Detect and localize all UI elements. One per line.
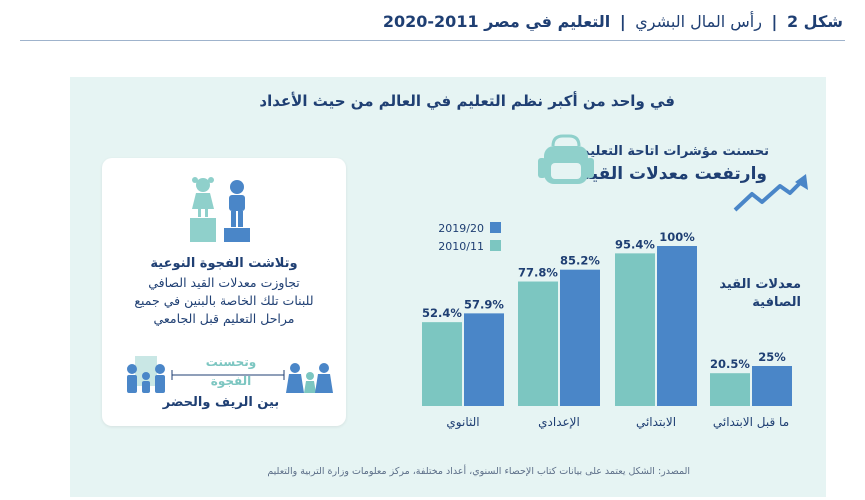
figure-number: شكل 2 bbox=[786, 12, 843, 31]
category-label: الثانوي bbox=[446, 415, 479, 430]
callout-enrollment: وارتفعت معدلات القيد bbox=[581, 164, 767, 184]
title-separator: | bbox=[771, 12, 778, 31]
rural-urban-gap: الفجوة bbox=[210, 374, 252, 388]
bar-value-label: 57.9% bbox=[464, 297, 504, 311]
rural-urban-label: بين الريف والحضر bbox=[162, 395, 280, 410]
bar-value-label: 20.5% bbox=[710, 357, 750, 371]
chart-ylabel-line1: معدلات القيد bbox=[719, 277, 801, 292]
bar-2010-11-0 bbox=[710, 373, 750, 406]
gender-gap-text-line: تجاوزت معدلات القيد الصافي bbox=[148, 275, 300, 290]
gender-gap-heading: وتلاشت الفجوة النوعية bbox=[150, 256, 298, 271]
gender-gap-text-line: للبنات تلك الخاصة بالبنين في جميع bbox=[134, 293, 314, 308]
figure-section: رأس المال البشري bbox=[635, 12, 762, 31]
chart-ylabel-line2: الصافية bbox=[752, 295, 801, 310]
girl-on-podium-icon bbox=[190, 177, 216, 242]
rural-urban-improved: وتحسنت bbox=[205, 355, 257, 369]
source-note: المصدر: الشكل يعتمد على بيانات كتاب الإح… bbox=[267, 466, 690, 477]
bar-2019-20-1 bbox=[657, 246, 697, 406]
urban-family-icon bbox=[127, 356, 165, 393]
callout-access: تحسنت مؤشرات اتاحة التعليم bbox=[580, 144, 769, 159]
panel-heading: في واحد من أكبر نظم التعليم في العالم من… bbox=[259, 92, 675, 110]
bar-2010-11-2 bbox=[518, 281, 558, 406]
rural-family-icon bbox=[286, 363, 333, 393]
bar-2010-11-3 bbox=[422, 322, 462, 406]
bar-value-label: 52.4% bbox=[422, 306, 462, 320]
legend-swatch-2010-11 bbox=[490, 240, 501, 251]
bar-2010-11-1 bbox=[615, 253, 655, 406]
bar-value-label: 95.4% bbox=[615, 237, 655, 251]
bar-value-label: 25% bbox=[758, 350, 786, 364]
trend-arrow-icon bbox=[733, 174, 808, 212]
figure-title: شكل 2 | رأس المال البشري | التعليم في مص… bbox=[383, 12, 843, 31]
category-label: الإعدادي bbox=[538, 415, 580, 429]
bar-value-label: 100% bbox=[659, 230, 695, 244]
bar-2019-20-0 bbox=[752, 366, 792, 406]
gender-gap-text-line: مراحل التعليم قبل الجامعي bbox=[153, 311, 295, 326]
legend-label-2019-20: 2019/20 bbox=[438, 222, 484, 235]
backpack-icon bbox=[538, 134, 594, 184]
category-label: الابتدائي bbox=[636, 415, 676, 429]
legend-swatch-2019-20 bbox=[490, 222, 501, 233]
figure-main-title: التعليم في مصر 2011-2020 bbox=[382, 12, 611, 31]
title-divider bbox=[20, 40, 845, 41]
bar-2019-20-3 bbox=[464, 313, 504, 406]
bar-value-label: 85.2% bbox=[560, 254, 600, 268]
category-label: ما قبل الابتدائي bbox=[713, 415, 789, 429]
legend-label-2010-11: 2010/11 bbox=[438, 240, 484, 253]
bar-group: 20.5% 25% ما قبل الابتدائي 95.4% 100% الابتدا… bbox=[422, 230, 792, 430]
boy-on-podium-icon bbox=[224, 180, 250, 242]
chart-legend: 2019/20 2010/11 bbox=[438, 222, 501, 253]
title-separator-2: | bbox=[619, 12, 626, 31]
bar-2019-20-2 bbox=[560, 269, 600, 406]
bar-value-label: 77.8% bbox=[518, 266, 558, 280]
